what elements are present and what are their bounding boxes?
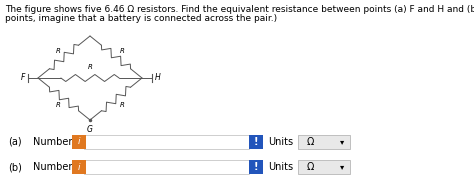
Text: H: H — [155, 74, 161, 83]
Text: R: R — [55, 102, 61, 108]
Text: Number: Number — [33, 162, 73, 172]
Text: R: R — [88, 64, 92, 70]
Bar — [84, 135, 249, 149]
Text: points, imagine that a battery is connected across the pair.): points, imagine that a battery is connec… — [5, 14, 277, 23]
Text: (b): (b) — [8, 162, 22, 172]
Text: R: R — [119, 48, 125, 54]
Text: i: i — [78, 162, 80, 171]
Text: (a): (a) — [8, 137, 22, 147]
Text: Ω: Ω — [307, 162, 314, 172]
Text: !: ! — [254, 137, 258, 147]
Text: !: ! — [254, 162, 258, 172]
Bar — [298, 135, 350, 149]
Text: Ω: Ω — [307, 137, 314, 147]
Text: ▾: ▾ — [340, 162, 344, 171]
Text: Number: Number — [33, 137, 73, 147]
Text: R: R — [119, 102, 125, 108]
Text: Units: Units — [268, 162, 293, 172]
Bar — [249, 135, 263, 149]
Text: ▾: ▾ — [340, 137, 344, 146]
Bar — [298, 160, 350, 174]
Text: F: F — [21, 74, 25, 83]
Text: Units: Units — [268, 137, 293, 147]
Bar — [72, 160, 86, 174]
Bar — [249, 160, 263, 174]
Bar — [72, 135, 86, 149]
Bar — [84, 160, 249, 174]
Text: G: G — [87, 125, 93, 134]
Text: R: R — [55, 48, 61, 54]
Text: i: i — [78, 137, 80, 146]
Text: The figure shows five 6.46 Ω resistors. Find the equivalent resistance between p: The figure shows five 6.46 Ω resistors. … — [5, 5, 474, 14]
